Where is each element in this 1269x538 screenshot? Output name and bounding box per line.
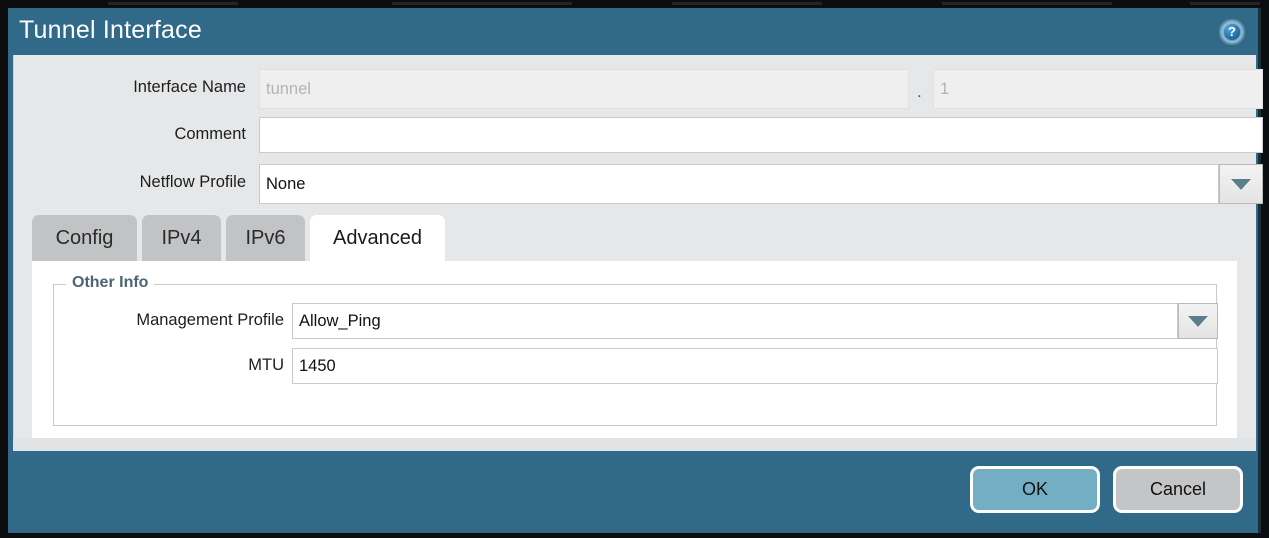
dialog-body: Interface Name . Comment Netflow Profile [13, 55, 1263, 451]
dialog-title: Tunnel Interface [19, 16, 202, 44]
other-info-legend: Other Info [66, 274, 155, 292]
background-ghost-1 [108, 2, 238, 5]
comment-input[interactable] [259, 117, 1263, 153]
tab-config[interactable]: Config [32, 215, 137, 261]
help-icon-glyph: ? [1228, 24, 1236, 39]
other-info-fieldset: Other Info Management Profile MTU [53, 274, 1218, 426]
mtu-label: MTU [248, 356, 284, 374]
tunnel-interface-dialog: Tunnel Interface ? Interface Name . Comm… [8, 8, 1263, 533]
tab-ipv4[interactable]: IPv4 [142, 215, 221, 261]
tab-ipv4-label: IPv4 [161, 226, 202, 249]
interface-name-separator: . [917, 82, 922, 101]
tab-advanced-label: Advanced [333, 226, 422, 249]
netflow-profile-input[interactable] [259, 164, 1219, 204]
cancel-button-label: Cancel [1149, 479, 1207, 499]
body-bottom-strip [13, 438, 1256, 451]
ok-button[interactable]: OK [970, 466, 1100, 513]
management-profile-label: Management Profile [136, 311, 284, 329]
tab-config-label: Config [55, 226, 114, 249]
help-icon-disc [1223, 23, 1241, 41]
ok-button-label: OK [1021, 479, 1048, 499]
help-question-icon[interactable]: ? [1219, 19, 1245, 45]
field-row-netflow-profile: Netflow Profile [14, 164, 1263, 204]
mtu-input[interactable] [292, 348, 1218, 384]
background-ghost-4 [942, 2, 1112, 5]
interface-subid-input[interactable] [933, 69, 1263, 109]
dialog-titlebar: Tunnel Interface ? [8, 8, 1258, 55]
comment-label: Comment [174, 125, 246, 143]
netflow-profile-dropdown-button[interactable] [1219, 164, 1263, 204]
background-ghost-5 [1190, 2, 1260, 5]
dialog-footer: OK Cancel [13, 451, 1256, 528]
cancel-button[interactable]: Cancel [1113, 466, 1243, 513]
field-row-comment: Comment [14, 117, 1263, 153]
background-ghost-3 [672, 2, 822, 5]
netflow-profile-label: Netflow Profile [139, 173, 246, 191]
tab-panel-advanced: Other Info Management Profile MTU [32, 261, 1237, 443]
chevron-down-icon [1188, 315, 1208, 327]
management-profile-dropdown-button[interactable] [1178, 303, 1218, 339]
interface-name-input[interactable] [259, 69, 909, 109]
tab-ipv6-label: IPv6 [245, 226, 286, 249]
chevron-down-icon [1231, 178, 1251, 190]
tab-advanced[interactable]: Advanced [310, 215, 445, 261]
tab-ipv6[interactable]: IPv6 [226, 215, 305, 261]
interface-name-label: Interface Name [133, 78, 246, 96]
field-row-interface-name: Interface Name . [14, 69, 1263, 109]
management-profile-input[interactable] [292, 303, 1178, 339]
background-ghost-2 [392, 2, 572, 5]
